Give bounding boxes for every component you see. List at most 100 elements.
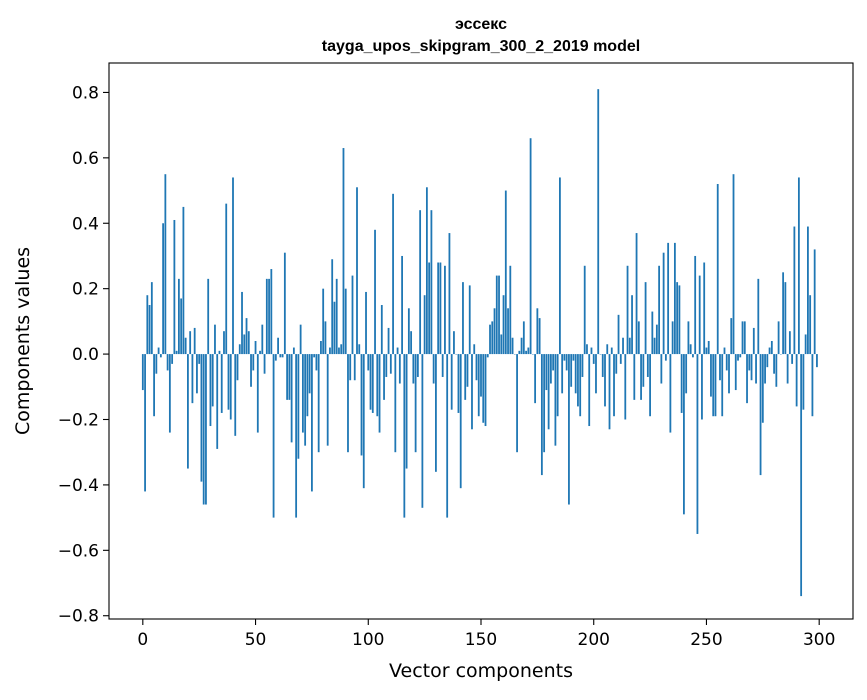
bar: [279, 354, 281, 357]
bar: [458, 354, 460, 413]
bar: [566, 354, 568, 370]
bar: [212, 354, 214, 406]
bar: [437, 263, 439, 355]
bar: [775, 354, 777, 387]
bar: [500, 334, 502, 354]
y-tick-label: −0.6: [58, 541, 99, 561]
bar: [798, 177, 800, 354]
bar: [697, 354, 699, 534]
bar: [606, 344, 608, 354]
bar: [219, 351, 221, 354]
bar: [812, 354, 814, 416]
bar: [313, 354, 315, 357]
bar: [649, 354, 651, 416]
bar: [656, 325, 658, 354]
bar: [719, 354, 721, 380]
bar: [548, 354, 550, 429]
bar: [525, 351, 527, 354]
bar: [171, 354, 173, 364]
bar: [460, 354, 462, 488]
bar: [297, 354, 299, 459]
bar: [681, 354, 683, 413]
bar: [153, 354, 155, 416]
y-tick-label: 0.6: [72, 149, 99, 169]
x-tick-label: 50: [245, 630, 267, 650]
bar: [536, 308, 538, 354]
bar: [412, 354, 414, 383]
bar: [273, 354, 275, 518]
bar: [155, 354, 157, 374]
bar: [367, 354, 369, 370]
bar: [358, 344, 360, 354]
bar: [814, 249, 816, 354]
bar: [753, 328, 755, 354]
bar: [503, 295, 505, 354]
plot-frame: [109, 63, 853, 619]
bar: [660, 354, 662, 383]
bar: [167, 354, 169, 370]
y-axis-label: Components values: [12, 247, 34, 435]
bar: [703, 263, 705, 355]
bar: [288, 354, 290, 400]
bar: [688, 321, 690, 354]
bar: [782, 272, 784, 354]
bar: [640, 354, 642, 400]
bar: [627, 266, 629, 354]
bar: [679, 285, 681, 354]
bar: [482, 354, 484, 423]
bar: [415, 354, 417, 452]
bar: [230, 354, 232, 419]
bar: [498, 276, 500, 354]
bar: [316, 354, 318, 370]
bar: [748, 354, 750, 370]
y-tick-label: −0.8: [58, 607, 99, 627]
bar: [187, 354, 189, 468]
bar: [577, 354, 579, 406]
bar: [805, 334, 807, 354]
bar: [728, 354, 730, 393]
bar: [424, 295, 426, 354]
bar: [270, 269, 272, 354]
bar: [291, 354, 293, 442]
bar: [602, 354, 604, 377]
bar: [417, 354, 419, 377]
bar: [185, 338, 187, 354]
bar: [631, 295, 633, 354]
bar: [228, 354, 230, 410]
bar: [751, 354, 753, 380]
bar: [144, 354, 146, 491]
bar: [239, 344, 241, 354]
bar: [568, 354, 570, 504]
bar: [575, 354, 577, 393]
bar: [760, 354, 762, 475]
bar: [381, 305, 383, 354]
bar: [555, 354, 557, 446]
bar: [685, 354, 687, 393]
bar: [449, 233, 451, 354]
bar: [397, 348, 399, 355]
bar: [180, 298, 182, 354]
bar: [223, 331, 225, 354]
y-tick-label: −0.4: [58, 476, 99, 496]
bar: [216, 354, 218, 449]
bar: [721, 354, 723, 416]
bar: [701, 354, 703, 419]
bar: [527, 348, 529, 355]
bar: [444, 266, 446, 354]
x-tick-label: 150: [465, 630, 497, 650]
bar: [642, 354, 644, 387]
bar: [307, 354, 309, 416]
bar: [304, 354, 306, 446]
bar: [755, 354, 757, 383]
bar: [192, 354, 194, 403]
bar: [221, 354, 223, 413]
bar: [737, 354, 739, 361]
bar: [509, 266, 511, 354]
bar: [318, 354, 320, 452]
bar: [609, 354, 611, 429]
bar: [401, 256, 403, 354]
bar: [399, 354, 401, 383]
bar: [778, 321, 780, 354]
bar: [277, 338, 279, 354]
